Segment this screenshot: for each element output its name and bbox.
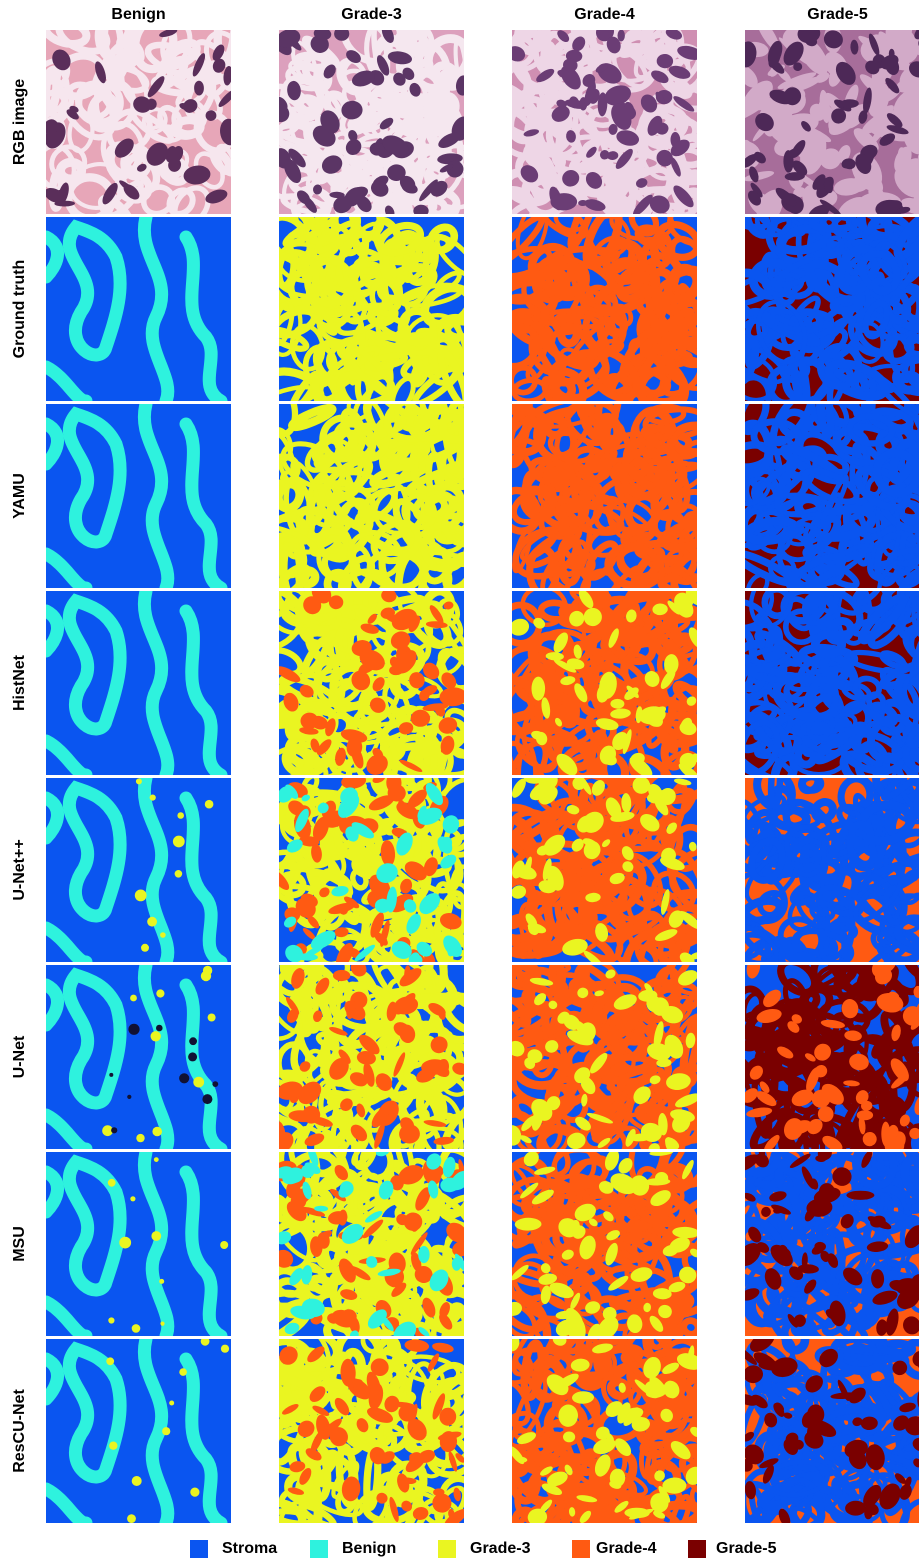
legend-label: Grade-4 <box>596 1540 657 1557</box>
segmentation-map-tile <box>279 1339 464 1523</box>
segmentation-map-tile <box>745 591 919 775</box>
legend: Stroma Benign Grade-3 Grade-4 Grade-5 <box>0 1536 919 1562</box>
row-label: U-Net <box>0 965 40 1149</box>
segmentation-map-tile <box>745 217 919 401</box>
column-header: Grade-3 <box>341 6 402 23</box>
row-label: HistNet <box>0 591 40 775</box>
row-label: ResCU-Net <box>0 1339 40 1523</box>
segmentation-map-tile <box>46 217 231 401</box>
legend-swatch <box>572 1540 590 1558</box>
row-label-text: MSU <box>11 1226 28 1262</box>
segmentation-map-tile <box>512 778 697 962</box>
legend-swatch <box>310 1540 328 1558</box>
row-label-text: Ground truth <box>11 259 28 359</box>
row-label-text: U-Net++ <box>11 839 28 901</box>
segmentation-map-tile <box>46 404 231 588</box>
row-label: YAMU <box>0 404 40 588</box>
segmentation-map-tile <box>46 965 231 1149</box>
legend-label: Grade-5 <box>716 1540 777 1557</box>
segmentation-map-tile <box>46 778 231 962</box>
column-header: Grade-5 <box>807 6 868 23</box>
row-label-text: ResCU-Net <box>11 1389 28 1473</box>
legend-swatch <box>190 1540 208 1558</box>
segmentation-map-tile <box>279 1152 464 1336</box>
segmentation-map-tile <box>512 1152 697 1336</box>
rgb-image-tile <box>512 30 697 214</box>
rgb-image-tile <box>46 30 231 214</box>
segmentation-map-tile <box>512 217 697 401</box>
row-label-text: U-Net <box>11 1035 28 1079</box>
segmentation-map-tile <box>46 1339 231 1523</box>
segmentation-map-tile <box>512 965 697 1149</box>
segmentation-map-tile <box>512 591 697 775</box>
segmentation-map-tile <box>745 1339 919 1523</box>
segmentation-map-tile <box>279 591 464 775</box>
row-label-text: HistNet <box>11 654 28 712</box>
segmentation-map-tile <box>279 965 464 1149</box>
row-label: MSU <box>0 1152 40 1336</box>
legend-swatch <box>438 1540 456 1558</box>
segmentation-map-tile <box>279 778 464 962</box>
column-header: Grade-4 <box>574 6 635 23</box>
column-header: Benign <box>111 6 166 23</box>
segmentation-map-tile <box>512 1339 697 1523</box>
segmentation-map-tile <box>46 591 231 775</box>
legend-label: Benign <box>342 1540 397 1557</box>
row-label-text: YAMU <box>11 473 28 519</box>
legend-label: Stroma <box>222 1540 278 1557</box>
segmentation-map-tile <box>745 778 919 962</box>
row-label: RGB image <box>0 30 40 214</box>
legend-swatch <box>688 1540 706 1558</box>
rgb-image-tile <box>745 30 919 214</box>
segmentation-map-tile <box>279 404 464 588</box>
segmentation-map-tile <box>745 965 919 1149</box>
legend-label: Grade-3 <box>470 1540 531 1557</box>
segmentation-map-tile <box>279 217 464 401</box>
segmentation-map-tile <box>46 1152 231 1336</box>
row-label: Ground truth <box>0 217 40 401</box>
row-label-text: RGB image <box>11 78 28 166</box>
rgb-image-tile <box>279 30 464 214</box>
row-label: U-Net++ <box>0 778 40 962</box>
segmentation-map-tile <box>745 404 919 588</box>
segmentation-map-tile <box>512 404 697 588</box>
segmentation-map-tile <box>745 1152 919 1336</box>
